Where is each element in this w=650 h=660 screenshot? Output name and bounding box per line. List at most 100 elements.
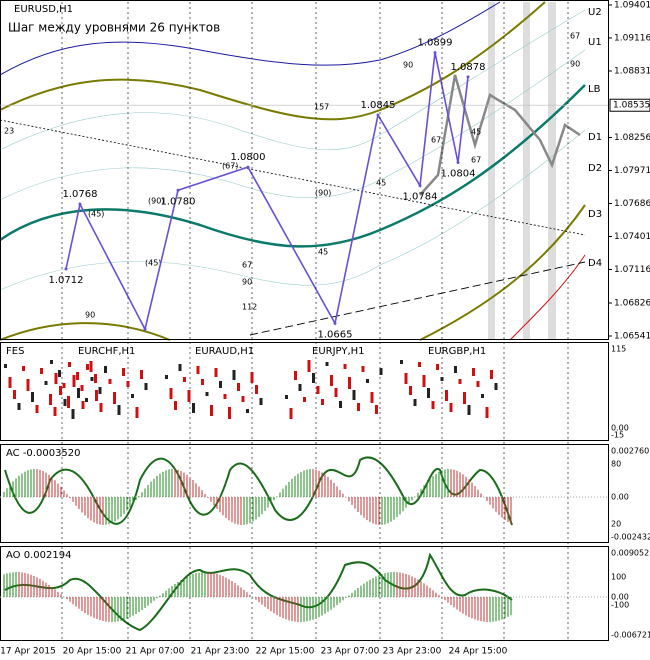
fes-candle [303, 397, 306, 402]
pivot-label: 1.0780 [161, 196, 196, 207]
fes-candle [31, 392, 34, 402]
fes-candle [113, 392, 116, 404]
fes-candle [178, 364, 182, 371]
pivot [333, 321, 337, 325]
level-label: U1 [588, 37, 602, 48]
fes-candle [144, 383, 148, 390]
x-tick-label: 21 Apr 23:00 [191, 647, 250, 657]
panel-subtitle: EURJPY,H1 [312, 346, 365, 357]
pivot-label: 1.0899 [418, 38, 453, 49]
trend-line [249, 261, 586, 336]
fes-candle [99, 403, 103, 412]
pivot [376, 113, 380, 117]
fes-candle [219, 381, 222, 388]
fes-candle [174, 401, 177, 410]
fes-candle [50, 360, 53, 364]
fes-candle [298, 384, 302, 391]
fes-candle [289, 408, 293, 419]
fes-candle [413, 399, 417, 406]
envelope [0, 1, 501, 76]
y-tick-label: 1.07971 [614, 166, 650, 176]
annotation: 67 [471, 156, 481, 165]
fes-candle [436, 364, 439, 370]
fes-candle [404, 373, 408, 384]
y-tick-label: 1.09116 [614, 33, 650, 43]
fes-candle [196, 366, 200, 374]
x-tick-label: 17 Apr 2015 [0, 647, 56, 657]
fes-candle [357, 403, 360, 411]
x-tick-label: 20 Apr 15:00 [63, 647, 122, 657]
fes-candle [440, 377, 444, 381]
fes-candle [40, 368, 43, 374]
fes-candle [35, 405, 39, 413]
annotation: 157 [314, 103, 329, 112]
fes-candle [98, 387, 102, 394]
fes-candle [214, 368, 218, 377]
fes-candle [22, 366, 25, 371]
ac-frame [0, 444, 609, 543]
fes-candle [89, 361, 93, 372]
pivot [143, 327, 147, 331]
fes-candle [454, 366, 457, 373]
fes-candle [77, 388, 80, 398]
pivot [466, 75, 470, 79]
x-tick-label: 23 Apr 23:00 [383, 647, 442, 657]
fes-candle [135, 407, 139, 418]
annotation: 90 [85, 311, 95, 320]
pivot-label: 1.0804 [441, 169, 476, 180]
fes-candle [366, 379, 369, 383]
fes-candle [169, 388, 173, 399]
fes-candle [449, 403, 453, 412]
fes-candle [80, 385, 84, 391]
fes-candle [117, 405, 121, 415]
level-label: D3 [588, 209, 602, 220]
panel-axis-label: 100 [611, 573, 626, 582]
fes-candle [8, 377, 12, 388]
panel-subtitle: EURAUD,H1 [195, 346, 254, 357]
fes-candle [422, 375, 426, 387]
y-tick-label: 1.08256 [614, 133, 650, 143]
fes-candle [223, 394, 227, 399]
fes-candle [104, 366, 107, 373]
trend-line [0, 119, 586, 236]
fes-candle [339, 401, 342, 408]
fes-candle [122, 368, 125, 376]
annotation: (67) [222, 162, 238, 171]
fes-candle [458, 379, 462, 384]
current-price: 1.08535 [613, 101, 650, 111]
annotation: (90) [315, 189, 331, 198]
fes-candle [472, 368, 475, 376]
fes-candle [49, 394, 52, 405]
annotation: 23 [4, 127, 14, 136]
pivot-label: 1.0878 [451, 62, 486, 73]
pivot [418, 184, 422, 188]
symbol: EURUSD,H1 [14, 4, 73, 15]
shade [488, 2, 495, 340]
pivot-label: 1.0768 [63, 189, 98, 200]
middle-band [0, 84, 586, 248]
envelope [0, 49, 586, 201]
pivot [176, 188, 180, 192]
fes-candle [68, 362, 71, 367]
fes-candle [232, 370, 236, 380]
annotation: 67 [242, 261, 252, 270]
annotation: 112 [242, 303, 257, 312]
annotation: 67 [570, 32, 580, 41]
panel-axis-label: 0.00 [611, 493, 629, 502]
fes-candle [361, 366, 365, 372]
fes-frame [0, 342, 609, 441]
panel-axis-label: 20 [611, 520, 621, 529]
y-tick-label: 1.07116 [614, 265, 650, 275]
panel-title: AC -0.0003520 [6, 448, 81, 459]
level-label: D2 [588, 163, 602, 174]
envelope [0, 129, 586, 291]
fes-candle [334, 388, 338, 397]
fes-candle [294, 371, 297, 380]
annotation: 90 [242, 278, 252, 287]
annotation: 90 [403, 61, 413, 70]
ao-frame [0, 546, 609, 641]
panel-axis-label: 80 [611, 460, 621, 469]
pivot [78, 202, 82, 206]
fes-candle [352, 390, 356, 400]
